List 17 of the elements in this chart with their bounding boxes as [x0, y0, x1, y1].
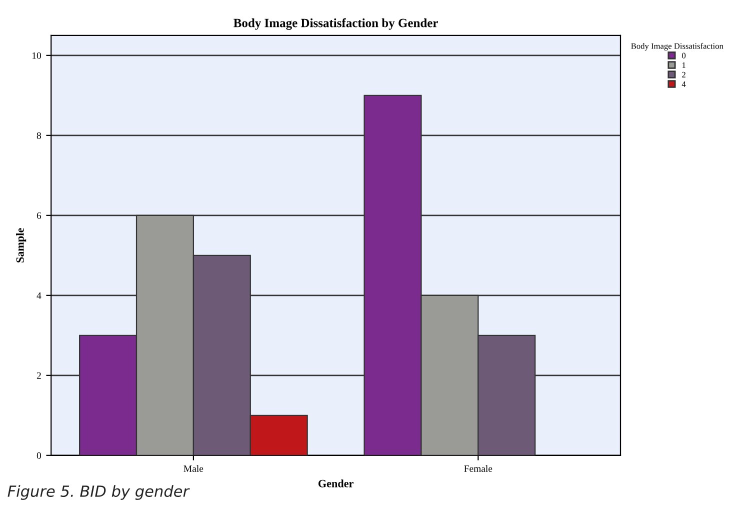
- y-tick-label: 10: [32, 52, 42, 59]
- legend-label: 4: [682, 81, 686, 87]
- y-tick-label: 6: [36, 212, 42, 219]
- y-tick-label: 2: [36, 372, 41, 379]
- x-axis-title: Gender: [318, 479, 354, 488]
- x-tick-label: Female: [464, 465, 492, 472]
- legend-label: 0: [682, 52, 686, 58]
- y-tick-label: 4: [36, 292, 42, 299]
- y-axis-title: Sample: [16, 228, 26, 262]
- legend-label: 1: [682, 62, 686, 68]
- legend-label: 2: [682, 72, 686, 78]
- y-tick-label: 8: [36, 132, 42, 139]
- y-tick-label: 0: [36, 452, 42, 459]
- chart-title: Body Image Dissatisfaction by Gender: [234, 18, 438, 30]
- legend-title: Body Image Dissatisfaction: [631, 42, 724, 51]
- x-tick-label: Male: [184, 465, 204, 472]
- caption: Figure 5. BID by gender: [8, 485, 190, 500]
